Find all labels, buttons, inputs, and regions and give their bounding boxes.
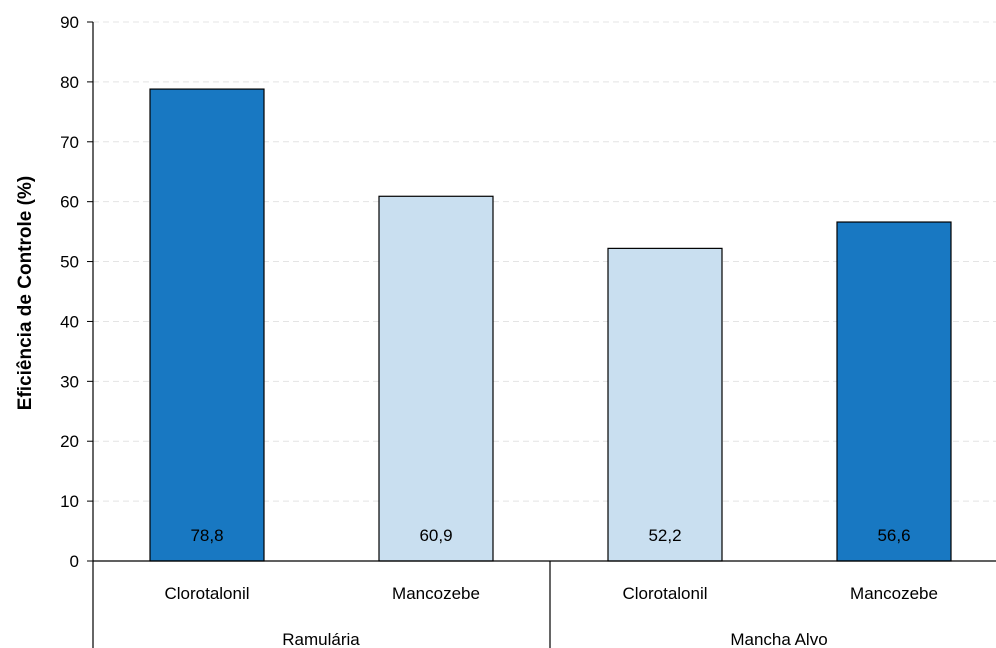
data-label: 60,9 bbox=[419, 526, 452, 545]
x-category-label: Clorotalonil bbox=[164, 584, 249, 603]
axes bbox=[87, 21, 996, 648]
y-tick-label-20: 20 bbox=[60, 432, 79, 451]
bar-ramulária-clorotalonil bbox=[149, 88, 265, 562]
data-label: 56,6 bbox=[877, 526, 910, 545]
bar-ramulária-mancozebe bbox=[378, 195, 494, 562]
x-category-label: Clorotalonil bbox=[622, 584, 707, 603]
data-label: 78,8 bbox=[190, 526, 223, 545]
y-tick-label-50: 50 bbox=[60, 253, 79, 272]
bars bbox=[149, 88, 952, 562]
bar-mancha-alvo-clorotalonil bbox=[607, 247, 723, 562]
y-tick-label-30: 30 bbox=[60, 372, 79, 391]
labels: 0 10 20 30 40 50 60 70 80 90 78,8 Clorotalonil 60,9 M… bbox=[60, 13, 938, 648]
y-tick-label-70: 70 bbox=[60, 133, 79, 152]
y-tick-label-90: 90 bbox=[60, 13, 79, 32]
x-group-label: Ramulária bbox=[282, 630, 360, 648]
x-group-label: Mancha Alvo bbox=[730, 630, 827, 648]
data-label: 52,2 bbox=[648, 526, 681, 545]
x-category-label: Mancozebe bbox=[850, 584, 938, 603]
bar-mancha-alvo-mancozebe bbox=[836, 221, 952, 562]
y-tick-label-10: 10 bbox=[60, 492, 79, 511]
y-tick-label-80: 80 bbox=[60, 73, 79, 92]
y-tick-label-60: 60 bbox=[60, 193, 79, 212]
y-tick-label-40: 40 bbox=[60, 312, 79, 331]
x-category-label: Mancozebe bbox=[392, 584, 480, 603]
y-axis-title: Eficiência de Controle (%) bbox=[15, 176, 36, 410]
y-tick-label-0: 0 bbox=[70, 552, 79, 571]
